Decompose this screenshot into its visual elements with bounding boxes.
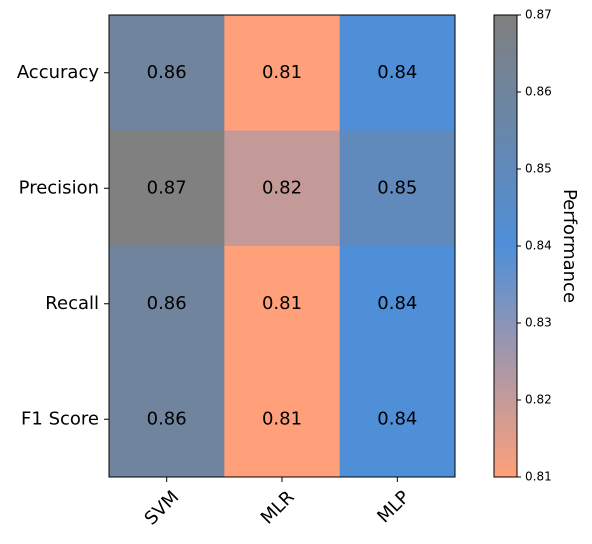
heatmap-cell xyxy=(109,15,225,131)
x-tick-label: MLP xyxy=(373,487,414,528)
heatmap-cell xyxy=(224,361,341,478)
colorbar-tick-label: 0.87 xyxy=(525,8,552,22)
heatmap-cell xyxy=(224,130,341,247)
cell-value-label: 0.84 xyxy=(377,408,417,429)
y-tick-label: F1 Score xyxy=(21,408,99,429)
cell-value-label: 0.84 xyxy=(377,293,417,314)
heatmap-cells xyxy=(109,15,456,478)
colorbar-gradient xyxy=(493,14,518,478)
colorbar-label: Performance xyxy=(559,189,580,303)
heatmap-cell xyxy=(224,246,341,362)
cell-value-label: 0.86 xyxy=(147,62,187,83)
colorbar-tick-label: 0.82 xyxy=(525,393,552,407)
heatmap-cell xyxy=(339,361,456,478)
y-axis-ticks: Accuracy Precision Recall F1 Score xyxy=(17,62,109,429)
cell-value-label: 0.81 xyxy=(262,293,302,314)
heatmap-cell xyxy=(109,361,225,478)
colorbar-tick-label: 0.83 xyxy=(525,316,552,330)
x-tick-label: SVM xyxy=(141,487,184,530)
colorbar-tick-label: 0.84 xyxy=(525,239,552,253)
colorbar-tick-label: 0.85 xyxy=(525,162,552,176)
cell-value-label: 0.86 xyxy=(147,293,187,314)
heatmap-cell xyxy=(224,15,341,131)
heatmap-cell xyxy=(339,15,456,131)
colorbar-tick-label: 0.86 xyxy=(525,85,552,99)
colorbar: 0.81 0.82 0.83 0.84 0.85 0.86 0.87 Performance xyxy=(493,8,580,484)
heatmap-cell xyxy=(339,130,456,247)
cell-value-label: 0.86 xyxy=(147,408,187,429)
heatmap-cell xyxy=(109,246,225,362)
cell-value-label: 0.82 xyxy=(262,177,302,198)
cell-value-labels: 0.86 0.81 0.84 0.87 0.82 0.85 0.86 0.81 0.84 0.86… xyxy=(147,62,418,430)
cell-value-label: 0.84 xyxy=(377,62,417,83)
x-axis-ticks: SVM MLR MLP xyxy=(141,477,414,529)
cell-value-label: 0.81 xyxy=(262,408,302,429)
y-tick-label: Accuracy xyxy=(17,62,100,83)
x-tick-label: MLR xyxy=(257,487,299,529)
colorbar-ticks: 0.81 0.82 0.83 0.84 0.85 0.86 0.87 xyxy=(517,8,552,484)
cell-value-label: 0.85 xyxy=(377,177,417,198)
y-tick-label: Recall xyxy=(45,293,99,314)
y-tick-label: Precision xyxy=(19,177,99,198)
heatmap-cell xyxy=(339,246,456,362)
colorbar-tick-label: 0.81 xyxy=(525,470,552,484)
heatmap-cell xyxy=(109,130,225,247)
cell-value-label: 0.81 xyxy=(262,62,302,83)
cell-value-label: 0.87 xyxy=(147,177,187,198)
